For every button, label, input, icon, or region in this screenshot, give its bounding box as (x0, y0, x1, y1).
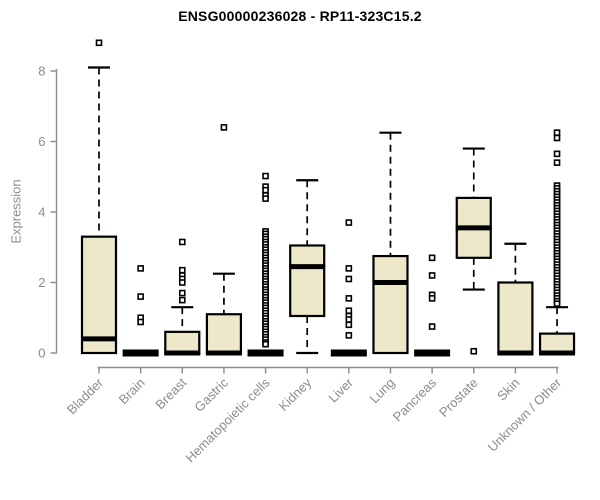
box-group-breast (164, 238, 201, 356)
x-tick-label: Lung (367, 375, 398, 406)
box-group-pancreas (414, 254, 451, 357)
box-group-gastric (205, 124, 243, 356)
y-tick-label: 2 (38, 275, 45, 290)
y-tick-label: 0 (38, 346, 45, 361)
x-tick-label: Liver (325, 375, 356, 406)
box-group-liver (330, 219, 367, 357)
box-group-kidney (289, 179, 326, 355)
y-tick-label: 4 (38, 205, 45, 220)
x-tick-label: Kidney (276, 375, 315, 414)
box-group-hematopoietic-cells (247, 172, 284, 357)
box-group-skin (497, 242, 534, 356)
x-tick-label: Gastric (191, 375, 231, 415)
x-tick-label: Skin (494, 375, 522, 403)
box-group-prostate (455, 147, 492, 355)
box-group-brain (122, 265, 159, 357)
chart-title: ENSG00000236028 - RP11-323C15.2 (178, 8, 422, 24)
box-group-bladder (80, 39, 118, 355)
x-tick-label: Brain (116, 375, 148, 407)
y-tick-label: 6 (38, 134, 45, 149)
y-tick-label: 8 (38, 64, 45, 79)
x-tick-label: Pancreas (390, 375, 440, 425)
x-tick-label: Prostate (436, 375, 481, 420)
box-group-lung (372, 131, 409, 355)
x-tick-label: Bladder (64, 375, 107, 418)
x-tick-label: Breast (152, 375, 189, 412)
box-group-unknown-other (538, 129, 576, 356)
x-tick-label: Unknown / Other (485, 375, 565, 455)
